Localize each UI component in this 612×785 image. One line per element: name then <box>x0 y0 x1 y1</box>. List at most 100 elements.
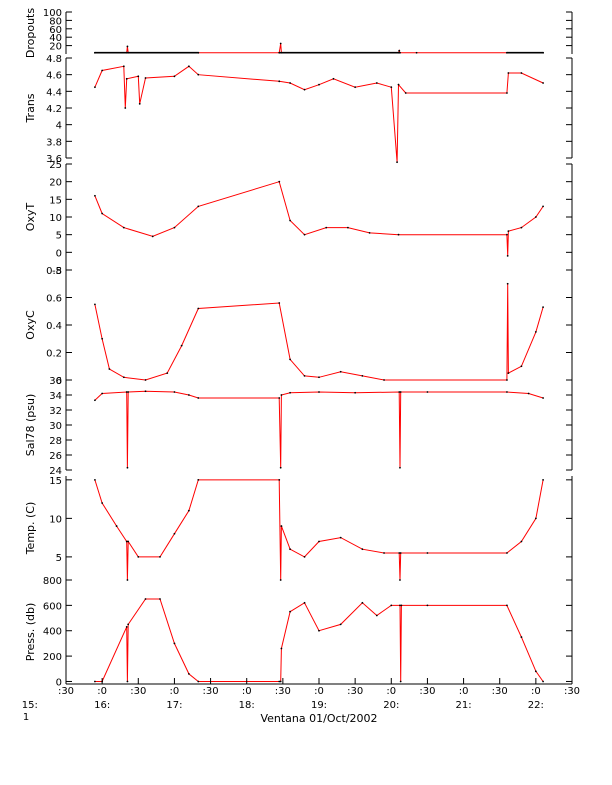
y-tick-label: 600 <box>43 601 62 612</box>
data-point <box>137 555 140 558</box>
data-point <box>375 82 378 84</box>
data-point <box>138 102 141 105</box>
data-point <box>122 65 125 68</box>
x-hour-label: 18: <box>239 700 255 711</box>
data-point <box>506 282 509 285</box>
data-point <box>399 466 401 469</box>
data-point <box>318 83 320 86</box>
y-tick-label: 3.8 <box>46 137 62 148</box>
y-tick-label: 30 <box>49 421 62 432</box>
panel-3 <box>65 269 573 381</box>
data-point <box>278 680 281 683</box>
series-line <box>94 181 544 256</box>
x-axis-title: Ventana 01/Oct/2002 <box>260 712 377 725</box>
data-point <box>197 478 200 481</box>
data-point <box>187 394 190 396</box>
data-point <box>126 579 129 581</box>
panel-0 <box>65 11 573 54</box>
y-tick-label: 26 <box>49 451 62 462</box>
data-point <box>125 626 128 628</box>
data-point <box>361 548 364 551</box>
x-day-label: 1 <box>23 712 29 723</box>
data-point <box>101 212 104 215</box>
data-point <box>126 466 129 469</box>
data-point <box>506 379 508 381</box>
data-point <box>542 478 544 481</box>
data-point <box>507 230 510 233</box>
series-line <box>94 598 544 682</box>
data-point <box>506 92 508 94</box>
y-tick-label: 0.6 <box>46 294 62 305</box>
data-point <box>166 372 169 375</box>
data-point <box>278 302 281 304</box>
data-point <box>339 370 342 373</box>
data-point <box>354 391 357 394</box>
x-tick-label: :0 <box>170 686 180 697</box>
data-point <box>542 205 544 208</box>
data-point <box>124 107 127 109</box>
data-point <box>506 391 508 393</box>
y-tick-label: 0.2 <box>46 349 62 360</box>
data-point <box>506 233 508 236</box>
y-axis-label: Press. (db) <box>24 603 37 662</box>
data-point <box>415 51 418 54</box>
panel-5 <box>65 476 573 581</box>
data-point <box>101 69 104 72</box>
data-point <box>197 205 200 208</box>
data-point <box>542 680 544 683</box>
data-point <box>397 233 400 236</box>
data-point <box>94 399 96 402</box>
data-point <box>122 226 125 229</box>
data-point <box>354 86 357 89</box>
data-point <box>279 466 282 469</box>
data-point <box>101 392 104 395</box>
data-point <box>506 552 508 554</box>
y-axis-label: Sal78 (psu) <box>24 394 37 457</box>
data-point <box>303 601 306 604</box>
data-point <box>173 391 176 393</box>
y-tick-label: 80 <box>49 16 62 27</box>
data-point <box>534 517 537 520</box>
data-point <box>404 92 407 94</box>
data-point <box>397 83 400 86</box>
y-tick-label: 800 <box>43 576 62 587</box>
x-hour-label: 22: <box>528 700 544 711</box>
data-point <box>318 540 320 543</box>
data-point <box>390 86 393 89</box>
data-point <box>127 391 130 393</box>
y-tick-label: 20 <box>49 178 62 189</box>
data-point <box>534 216 537 218</box>
data-point <box>126 680 129 683</box>
data-point <box>144 390 147 393</box>
data-point <box>278 80 281 83</box>
y-tick-label: 34 <box>49 391 62 402</box>
x-hour-label: 19: <box>311 700 327 711</box>
data-point <box>390 604 393 607</box>
y-tick-label: 4.2 <box>46 104 62 115</box>
data-point <box>396 161 398 164</box>
data-point <box>278 180 281 183</box>
y-axis-label: Dropouts <box>24 8 37 58</box>
x-tick-label: :30 <box>58 686 74 697</box>
x-tick-label: :30 <box>492 686 508 697</box>
x-hour-label: 16: <box>94 700 110 711</box>
data-point <box>542 82 544 84</box>
data-point <box>125 77 128 80</box>
data-point <box>187 65 190 68</box>
data-point <box>426 552 429 554</box>
data-point <box>94 51 96 54</box>
y-tick-label: 100 <box>43 8 62 19</box>
y-tick-label: 20 <box>49 42 62 53</box>
y-axis-label: OxyC <box>24 310 37 340</box>
data-point <box>399 604 401 607</box>
data-point <box>127 540 130 543</box>
y-tick-label: 10 <box>49 213 62 224</box>
data-point <box>520 226 523 229</box>
data-point <box>197 51 200 54</box>
data-point <box>173 532 176 535</box>
y-tick-label: 28 <box>49 436 62 447</box>
data-point <box>94 680 96 683</box>
data-point <box>303 88 306 91</box>
data-point <box>125 391 128 393</box>
